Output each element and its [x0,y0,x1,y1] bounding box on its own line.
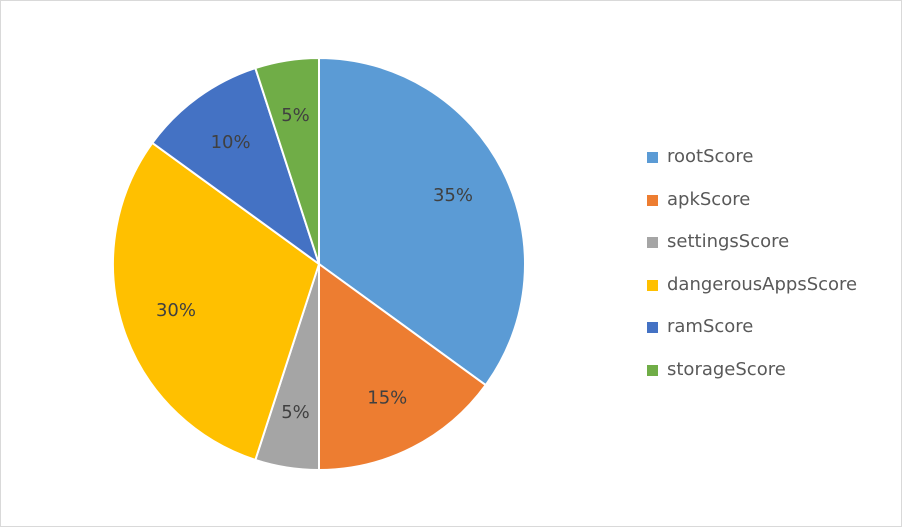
legend-swatch [647,279,658,291]
data-label-storageScore: 5% [281,105,310,126]
pie-slice-storageScore [254,56,320,265]
pie-slice-rootScore [318,56,526,387]
data-label-apkScore: 15% [367,388,407,409]
data-label-dangerousAppsScore: 30% [156,300,196,321]
legend-item-settingsScore: settingsScore [647,229,897,272]
chart-legend: rootScore apkScore settingsScore dangerousA… [647,144,897,400]
legend-item-ramScore: ramScore [647,314,897,357]
legend-label: ramScore [667,316,754,338]
legend-swatch [647,364,658,376]
legend-label: settingsScore [667,231,790,253]
legend-label: rootScore [667,146,754,167]
legend-swatch [647,322,658,334]
legend-item-storageScore: storageScore [647,357,897,400]
data-label-settingsScore: 5% [281,402,310,423]
pie-slice-ramScore [150,66,321,267]
legend-item-apkScore: apkScore [647,187,897,230]
pie-slice-dangerousAppsScore [111,141,321,462]
legend-swatch [647,194,658,206]
legend-label: storageScore [667,358,786,380]
legend-label: dangerousAppsScore [667,273,858,295]
data-label-ramScore: 10% [211,132,251,153]
legend-swatch [647,152,658,163]
pie-slice-apkScore [318,262,488,472]
legend-item-rootScore: rootScore [647,144,897,187]
legend-label: apkScore [667,188,751,210]
legend-swatch [647,237,658,249]
data-label-rootScore: 35% [433,185,473,206]
legend-item-dangerousAppsScore: dangerousAppsScore [647,272,897,315]
